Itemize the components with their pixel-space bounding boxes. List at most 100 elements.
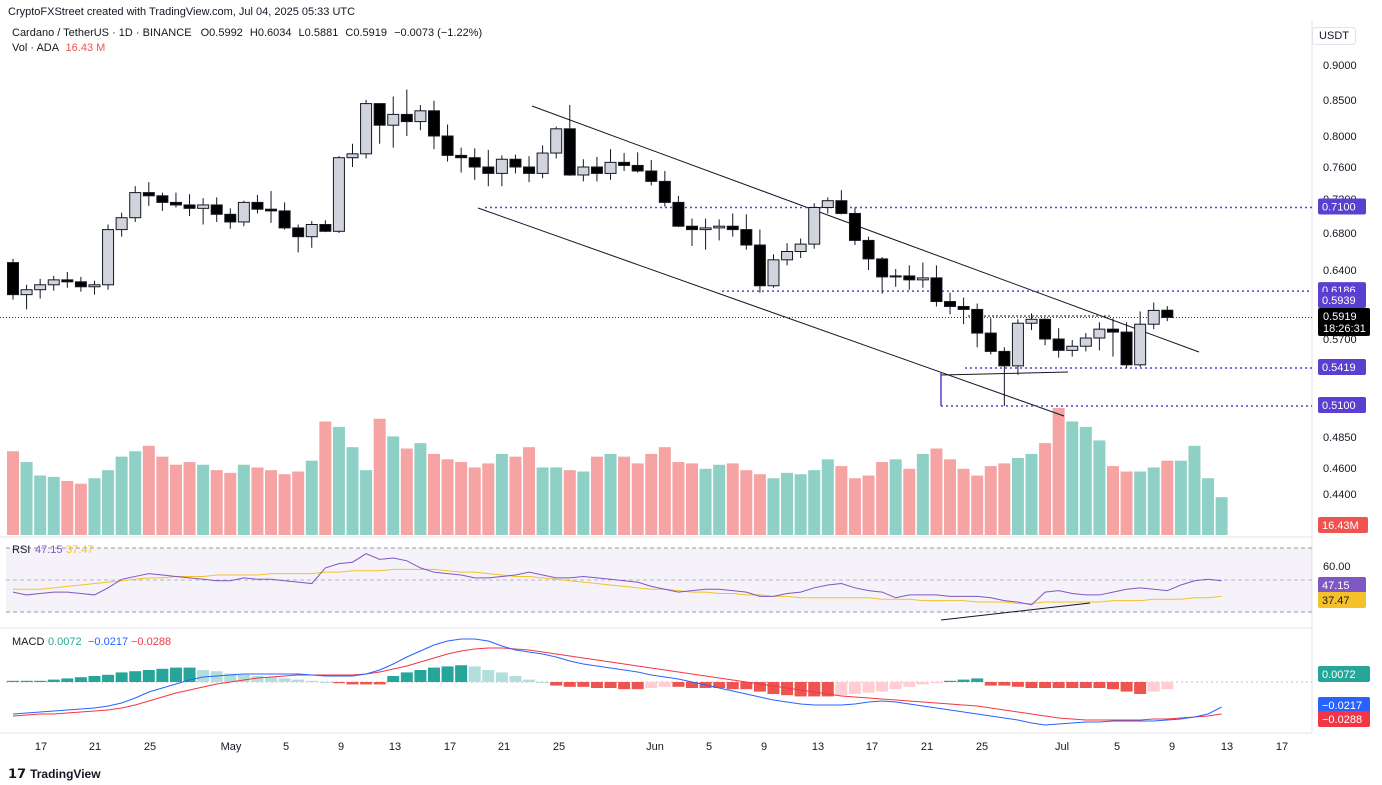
vol-label: Vol · ADA [12, 42, 59, 54]
candle-body [1066, 345, 1079, 351]
candle-body [767, 259, 780, 287]
candle-body [740, 229, 753, 246]
macd-hist-bar [781, 682, 794, 696]
macd-hist-bar [1039, 682, 1052, 688]
vol-value: 16.43 M [65, 42, 106, 54]
macd-signal-line [12, 647, 1222, 721]
candle-body [713, 225, 726, 229]
candle-body [360, 103, 373, 155]
volume-bar [1025, 453, 1038, 535]
macd-hist-bar [305, 680, 318, 682]
ohlc-change: −0.0073 (−1.22%) [394, 27, 483, 39]
ohlc-h: 0.6034 [257, 27, 292, 39]
candle-body [1147, 309, 1160, 325]
candle-body [509, 158, 522, 168]
volume-bar [414, 443, 427, 535]
candle-body [1079, 337, 1092, 347]
rsi-value: 47.15 [35, 544, 63, 556]
macd-hist-bar [441, 666, 454, 682]
volume-bar [61, 480, 74, 535]
candle-body [197, 204, 210, 209]
x-tick-label: 25 [553, 741, 565, 753]
countdown-label: 18:26:31 [1323, 323, 1366, 335]
candle-body [7, 262, 19, 296]
macd-hist-bar [360, 682, 373, 685]
volume-bar [848, 478, 861, 535]
candle-body [34, 284, 47, 291]
volume-bar [1134, 471, 1147, 535]
x-tick-label: 25 [144, 741, 156, 753]
macd-hist-bar [618, 682, 631, 690]
macd-hist-bar [740, 682, 753, 690]
macd-hist-bar [20, 680, 33, 682]
candle-body [835, 200, 848, 214]
volume-bar [1039, 443, 1052, 535]
macd-hist-bar [971, 678, 984, 682]
macd-hist-bar [821, 682, 834, 697]
volume-bar [495, 453, 508, 535]
x-tick-label: 21 [921, 741, 933, 753]
volume-bar [903, 468, 916, 535]
macd-hist-bar [808, 682, 821, 697]
volume-bar [930, 448, 943, 535]
candle-body [74, 281, 87, 288]
price-tick-label: 0.4850 [1323, 432, 1357, 444]
volume-bar [686, 463, 698, 535]
candle-body [455, 154, 468, 159]
rsi-level-tick: 60.00 [1323, 561, 1351, 573]
macd-hist-bar [495, 672, 508, 682]
candle-body [414, 110, 427, 123]
x-tick-label: 9 [338, 741, 344, 753]
macd-hist-bar [753, 682, 766, 692]
volume-bar [468, 467, 481, 535]
level-label: 0.5419 [1322, 362, 1356, 374]
candle-body [916, 277, 929, 281]
price-tick-label: 0.7600 [1323, 162, 1357, 174]
candle-body [482, 166, 495, 174]
volume-bar [1147, 467, 1160, 535]
candle-body [848, 212, 861, 241]
volume-bar [169, 464, 182, 535]
macd-hist-bar [903, 682, 916, 687]
candle-body [292, 227, 305, 238]
candle-body [387, 113, 400, 126]
volume-bar [373, 418, 386, 535]
volume-bar [781, 472, 794, 535]
candle-body [183, 204, 196, 209]
macd-hist-bar [115, 672, 128, 682]
macd-hist-bar [713, 682, 726, 688]
candle-body [1039, 318, 1052, 340]
volume-bar [1120, 471, 1133, 535]
candle-body [61, 279, 74, 283]
candle-body [129, 192, 142, 219]
volume-bar [1052, 408, 1065, 535]
candle-body [102, 229, 115, 286]
volume-bar [1202, 478, 1215, 535]
currency-label[interactable]: USDT [1312, 27, 1356, 45]
macd-hist-bar [455, 665, 468, 682]
candle-body [1134, 323, 1147, 366]
macd-hist-bar [210, 671, 223, 682]
candle-body [237, 201, 250, 223]
macd-signal-value: −0.0217 [88, 636, 128, 648]
price-tick-label: 0.6400 [1323, 265, 1357, 277]
price-tick-label: 0.5700 [1323, 334, 1357, 346]
volume-bar [482, 463, 495, 535]
volume-bar [292, 471, 305, 535]
volume-bar [88, 478, 101, 535]
volume-bar [1188, 445, 1201, 535]
rsi-line [12, 553, 1222, 606]
macd-hist-bar [984, 682, 997, 686]
candle-body [658, 180, 671, 203]
candle-body [944, 301, 957, 307]
macd-value: 0.0072 [48, 636, 82, 648]
macd-hist-bar [319, 682, 332, 683]
ohlc-h-label: H [249, 27, 258, 39]
candle-body [590, 166, 603, 174]
macd-hist-label: −0.0288 [1322, 714, 1362, 726]
candle-body [1025, 318, 1038, 324]
x-tick-label: May [221, 741, 242, 753]
macd-line [12, 638, 1222, 726]
candle-body [971, 308, 984, 334]
